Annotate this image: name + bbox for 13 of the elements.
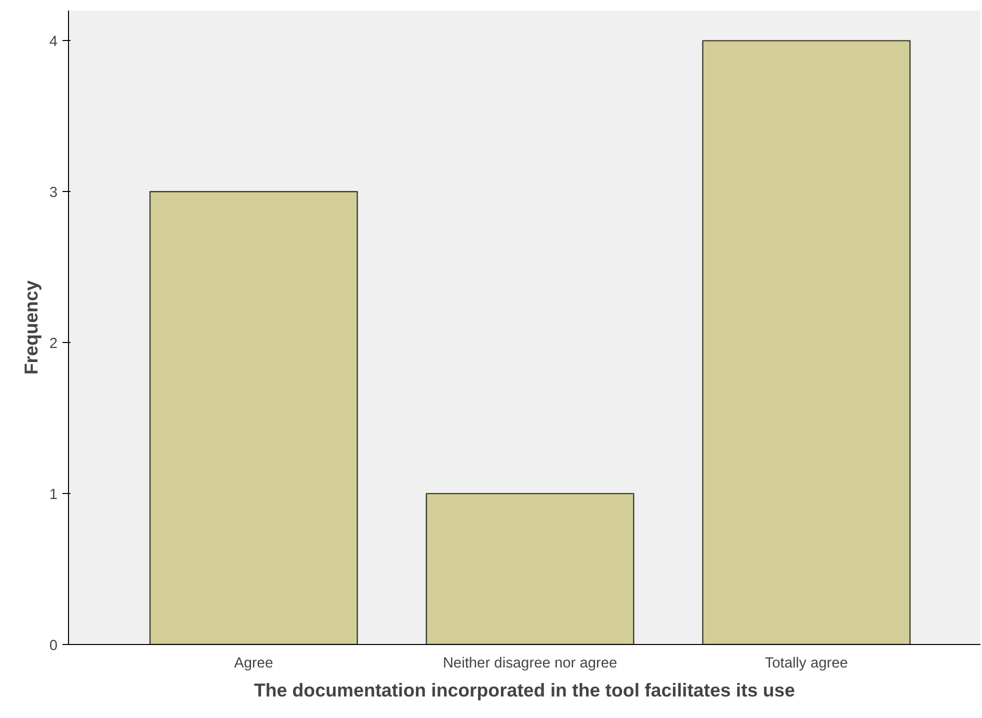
bar: [702, 40, 911, 644]
y-tick-label: 3: [49, 185, 58, 202]
x-axis-title: The documentation incorporated in the tool facilitates its use: [254, 680, 796, 700]
bar: [149, 191, 358, 644]
y-tick-label: 2: [49, 336, 58, 352]
y-axis-title: Frequency: [20, 280, 42, 375]
x-tick-label: Neither disagree nor agree: [442, 656, 618, 672]
y-tick-label: 0: [49, 638, 58, 654]
x-tick-label: Totally agree: [764, 656, 848, 672]
bar: [426, 492, 634, 644]
x-tick-label: Agree: [234, 656, 274, 672]
y-tick-label: 1: [49, 487, 58, 504]
y-tick-label: 4: [49, 34, 58, 50]
